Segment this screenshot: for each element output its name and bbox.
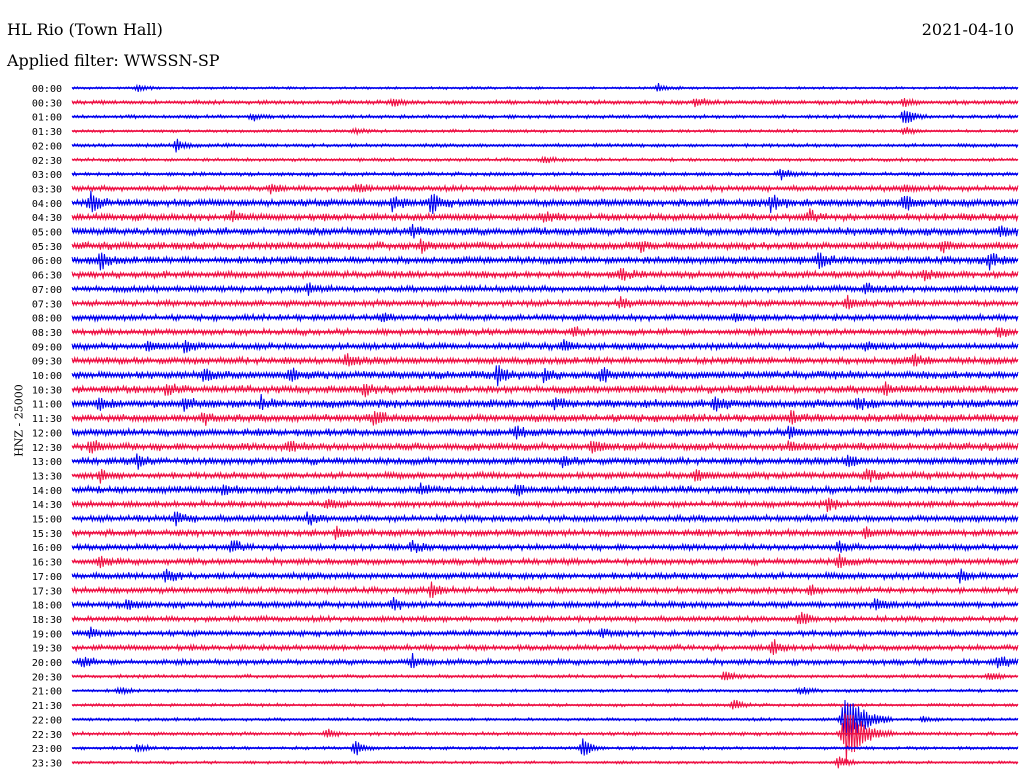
time-label-0600: 06:00 <box>32 256 62 267</box>
time-label-0630: 06:30 <box>32 271 62 282</box>
time-label-1730: 17:30 <box>32 586 62 597</box>
time-label-0130: 01:30 <box>32 127 62 138</box>
time-label-0400: 04:00 <box>32 199 62 210</box>
trace-1330 <box>71 468 1019 484</box>
time-label-2330: 23:30 <box>32 758 62 769</box>
time-label-0830: 08:30 <box>32 328 62 339</box>
time-label-1230: 12:30 <box>32 443 62 454</box>
time-label-0330: 03:30 <box>32 184 62 195</box>
time-label-0100: 01:00 <box>32 113 62 124</box>
time-label-0300: 03:00 <box>32 170 62 181</box>
time-label-0500: 05:00 <box>32 228 62 239</box>
time-label-0930: 09:30 <box>32 357 62 368</box>
trace-0600 <box>71 252 1019 271</box>
time-label-1800: 18:00 <box>32 601 62 612</box>
time-label-1630: 16:30 <box>32 558 62 569</box>
time-label-0730: 07:30 <box>32 299 62 310</box>
time-label-1200: 12:00 <box>32 428 62 439</box>
time-label-1900: 19:00 <box>32 629 62 640</box>
time-label-1400: 14:00 <box>32 486 62 497</box>
time-label-2130: 21:30 <box>32 701 62 712</box>
time-label-0800: 08:00 <box>32 314 62 325</box>
time-label-1930: 19:30 <box>32 644 62 655</box>
trace-0730 <box>71 294 1019 310</box>
time-label-0230: 02:30 <box>32 156 62 167</box>
trace-2000 <box>71 653 1019 669</box>
time-label-1430: 14:30 <box>32 500 62 511</box>
trace-1830 <box>71 611 1019 625</box>
time-label-0900: 09:00 <box>32 342 62 353</box>
time-label-1100: 11:00 <box>32 400 62 411</box>
time-label-1030: 10:30 <box>32 385 62 396</box>
time-label-1130: 11:30 <box>32 414 62 425</box>
time-label-0530: 05:30 <box>32 242 62 253</box>
trace-0930 <box>71 353 1019 367</box>
trace-1800 <box>71 597 1019 611</box>
date-label: 2021-04-10 <box>921 20 1014 39</box>
time-label-0430: 04:30 <box>32 213 62 224</box>
time-label-1530: 15:30 <box>32 529 62 540</box>
time-label-0700: 07:00 <box>32 285 62 296</box>
time-label-1700: 17:00 <box>32 572 62 583</box>
time-label-1600: 16:00 <box>32 543 62 554</box>
time-label-1830: 18:30 <box>32 615 62 626</box>
trace-1100 <box>71 393 1019 412</box>
station-title: HL Rio (Town Hall) <box>7 20 163 39</box>
time-label-0030: 00:30 <box>32 98 62 109</box>
time-label-2200: 22:00 <box>32 715 62 726</box>
time-label-2300: 23:00 <box>32 744 62 755</box>
filter-label: Applied filter: WWSSN-SP <box>7 51 220 70</box>
trace-1930 <box>71 639 1019 655</box>
time-label-2030: 20:30 <box>32 672 62 683</box>
trace-1500 <box>71 511 1019 527</box>
time-label-2000: 20:00 <box>32 658 62 669</box>
trace-0430 <box>71 208 1019 223</box>
time-label-1330: 13:30 <box>32 471 62 482</box>
time-label-2100: 21:00 <box>32 687 62 698</box>
time-label-0000: 00:00 <box>32 84 62 95</box>
time-label-1300: 13:00 <box>32 457 62 468</box>
time-label-1500: 15:00 <box>32 515 62 526</box>
time-label-0200: 02:00 <box>32 141 62 152</box>
trace-2300 <box>71 738 1019 756</box>
time-label-2230: 22:30 <box>32 730 62 741</box>
time-label-1000: 10:00 <box>32 371 62 382</box>
